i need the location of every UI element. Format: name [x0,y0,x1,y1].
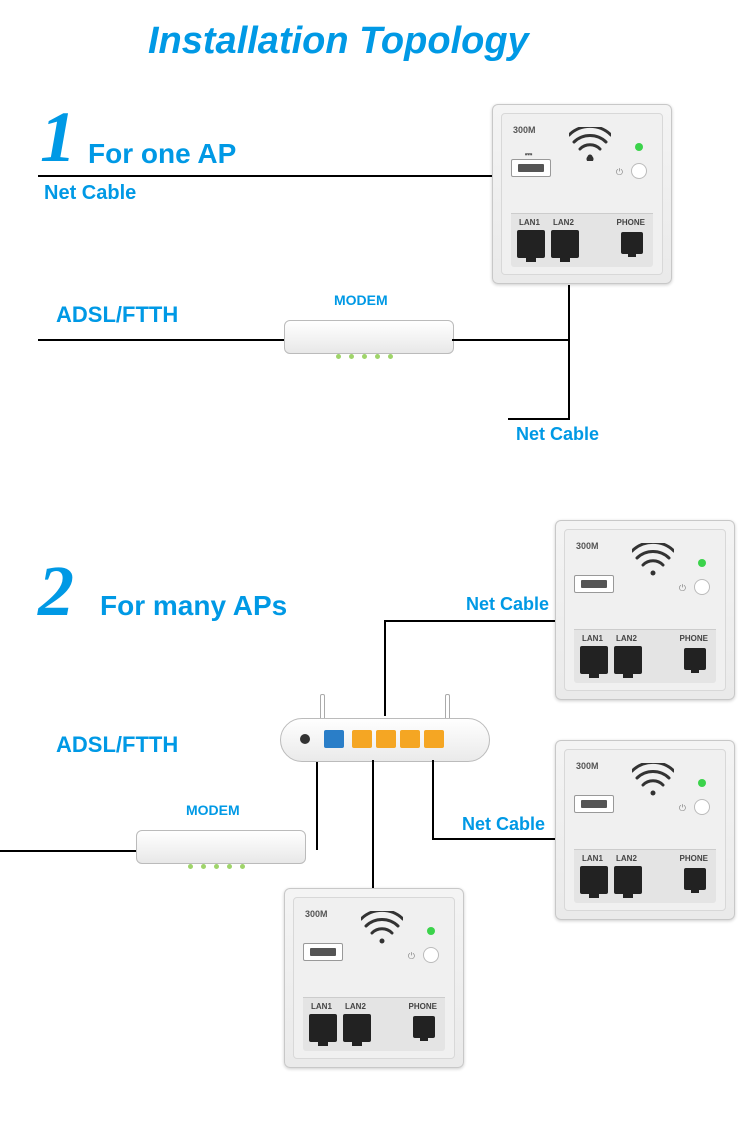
router-lan-port-icon [424,730,444,748]
lan2-label: LAN2 [616,854,637,863]
lan2-port-icon [551,230,579,258]
s2-ap-2: 300M ⏻ LAN1 LAN2 PHONE [555,740,735,920]
router-lan-port-icon [376,730,396,748]
ap-power-button [694,799,710,815]
ap-speed-label: 300M [576,541,599,551]
power-icon: ⏻ [408,951,415,962]
section-1-number: 1 [40,96,76,179]
router-lan-port-icon [352,730,372,748]
lan1-port-icon [580,866,608,894]
lan1-port-icon [517,230,545,258]
phone-port-icon [684,648,706,670]
ap-speed-label: 300M [513,125,536,135]
lan1-port-icon [580,646,608,674]
phone-label: PHONE [617,218,645,227]
modem-leds [336,354,393,359]
router-wan-port-icon [324,730,344,748]
s1-modem-label: MODEM [334,292,388,308]
usb-port-icon [574,795,614,813]
s2-line-r-right1 [384,620,558,622]
ap-power-button [694,579,710,595]
lan2-label: LAN2 [345,1002,366,1011]
s2-line-adsl [0,850,140,852]
ap-power-button [423,947,439,963]
wifi-icon [632,543,674,577]
s1-line-header [38,175,492,177]
ap-led-icon [427,927,435,935]
wifi-icon [632,763,674,797]
section-2-number: 2 [38,550,74,633]
s2-ap-3: 300M ⏻ LAN1 LAN2 PHONE [284,888,464,1068]
usb-port-icon [574,575,614,593]
s2-net-cable-1: Net Cable [466,594,549,615]
s1-net-cable-bottom: Net Cable [516,424,599,445]
s2-adsl-label: ADSL/FTTH [56,732,178,758]
s1-line-down [568,285,570,420]
s1-net-cable-top: Net Cable [44,182,136,205]
router-antenna-icon [320,694,325,720]
ap-led-icon [698,559,706,567]
lan2-port-icon [343,1014,371,1042]
ap-led-icon [698,779,706,787]
s2-net-cable-2: Net Cable [462,814,545,835]
s2-line-r-down [372,760,374,890]
power-icon: ⏻ [679,803,686,814]
wifi-icon [569,127,611,161]
phone-label: PHONE [680,854,708,863]
usb-port-icon [303,943,343,961]
ap-speed-label: 300M [305,909,328,919]
s2-line-r-right2b [432,838,558,840]
router-dc-icon [300,734,310,744]
page-title: Installation Topology [148,20,529,63]
section-2-label: For many APs [100,590,287,622]
lan1-label: LAN1 [582,854,603,863]
phone-port-icon [413,1016,435,1038]
s1-modem: MODEM [284,310,454,365]
lan2-port-icon [614,646,642,674]
wifi-icon [361,911,403,945]
usb-port-icon [511,159,551,177]
s1-ap: 300M ⏻ ⎓ LAN1 LAN2 PHONE [492,104,672,284]
router-antenna-icon [445,694,450,720]
s1-line-modem-right [452,339,570,341]
lan2-label: LAN2 [553,218,574,227]
modem-body [284,320,454,354]
lan2-label: LAN2 [616,634,637,643]
power-icon: ⏻ [616,167,623,178]
s2-modem: MODEM [136,820,306,875]
lan2-port-icon [614,866,642,894]
s2-line-r-up [384,620,386,716]
s1-line-adsl [38,339,288,341]
phone-label: PHONE [409,1002,437,1011]
ap-power-button [631,163,647,179]
s1-line-bottom [508,418,570,420]
section-1-label: For one AP [88,138,236,170]
power-icon: ⏻ [679,583,686,594]
s2-line-r-right2a [432,760,434,840]
router-lan-port-icon [400,730,420,748]
phone-port-icon [684,868,706,890]
ap-led-icon [635,143,643,151]
ap-speed-label: 300M [576,761,599,771]
lan1-port-icon [309,1014,337,1042]
modem-leds-2 [188,864,245,869]
modem-body-2 [136,830,306,864]
s2-ap-1: 300M ⏻ LAN1 LAN2 PHONE [555,520,735,700]
s1-adsl-label: ADSL/FTTH [56,302,178,328]
phone-label: PHONE [680,634,708,643]
lan1-label: LAN1 [519,218,540,227]
lan1-label: LAN1 [582,634,603,643]
lan1-label: LAN1 [311,1002,332,1011]
phone-port-icon [621,232,643,254]
s2-modem-label: MODEM [186,802,240,818]
